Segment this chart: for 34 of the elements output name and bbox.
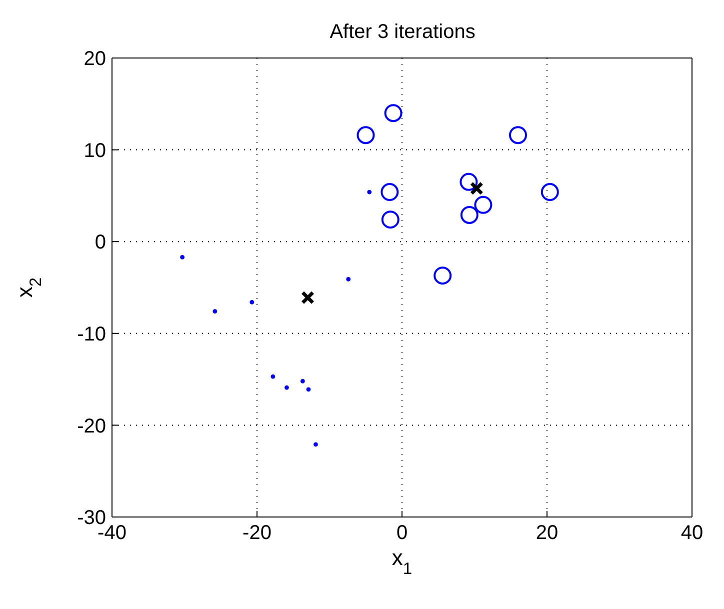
point [460,206,478,224]
point [434,266,452,285]
point [301,290,314,304]
x-axis-title: x$_{1}$ [392,545,412,578]
point [314,442,318,447]
y-tick-label: -30 [77,507,106,530]
point [367,190,372,194]
point [356,126,375,144]
point [460,172,478,191]
x-tick-label: 20 [536,522,558,544]
x-tick-label: 40 [680,522,704,544]
point [384,104,402,122]
chart-title: After 3 iterations [330,21,476,43]
point [284,385,289,390]
point [180,255,185,260]
point [270,374,276,379]
point [346,277,351,282]
y-tick-label: -20 [77,415,106,438]
point [470,182,484,196]
point [474,196,492,214]
x-tick-label: 0 [396,522,408,544]
point [380,183,399,202]
point [540,183,559,202]
point [306,387,311,392]
point [381,210,400,229]
y-tick-label: 20 [84,48,106,70]
x-tick-label: -20 [242,522,272,544]
y-tick-label: 0 [94,232,106,254]
y-tick-label: -10 [77,324,106,346]
point [212,309,218,314]
point [250,300,254,304]
point [509,126,527,144]
y-tick-label: 10 [84,140,106,162]
point [300,378,305,384]
